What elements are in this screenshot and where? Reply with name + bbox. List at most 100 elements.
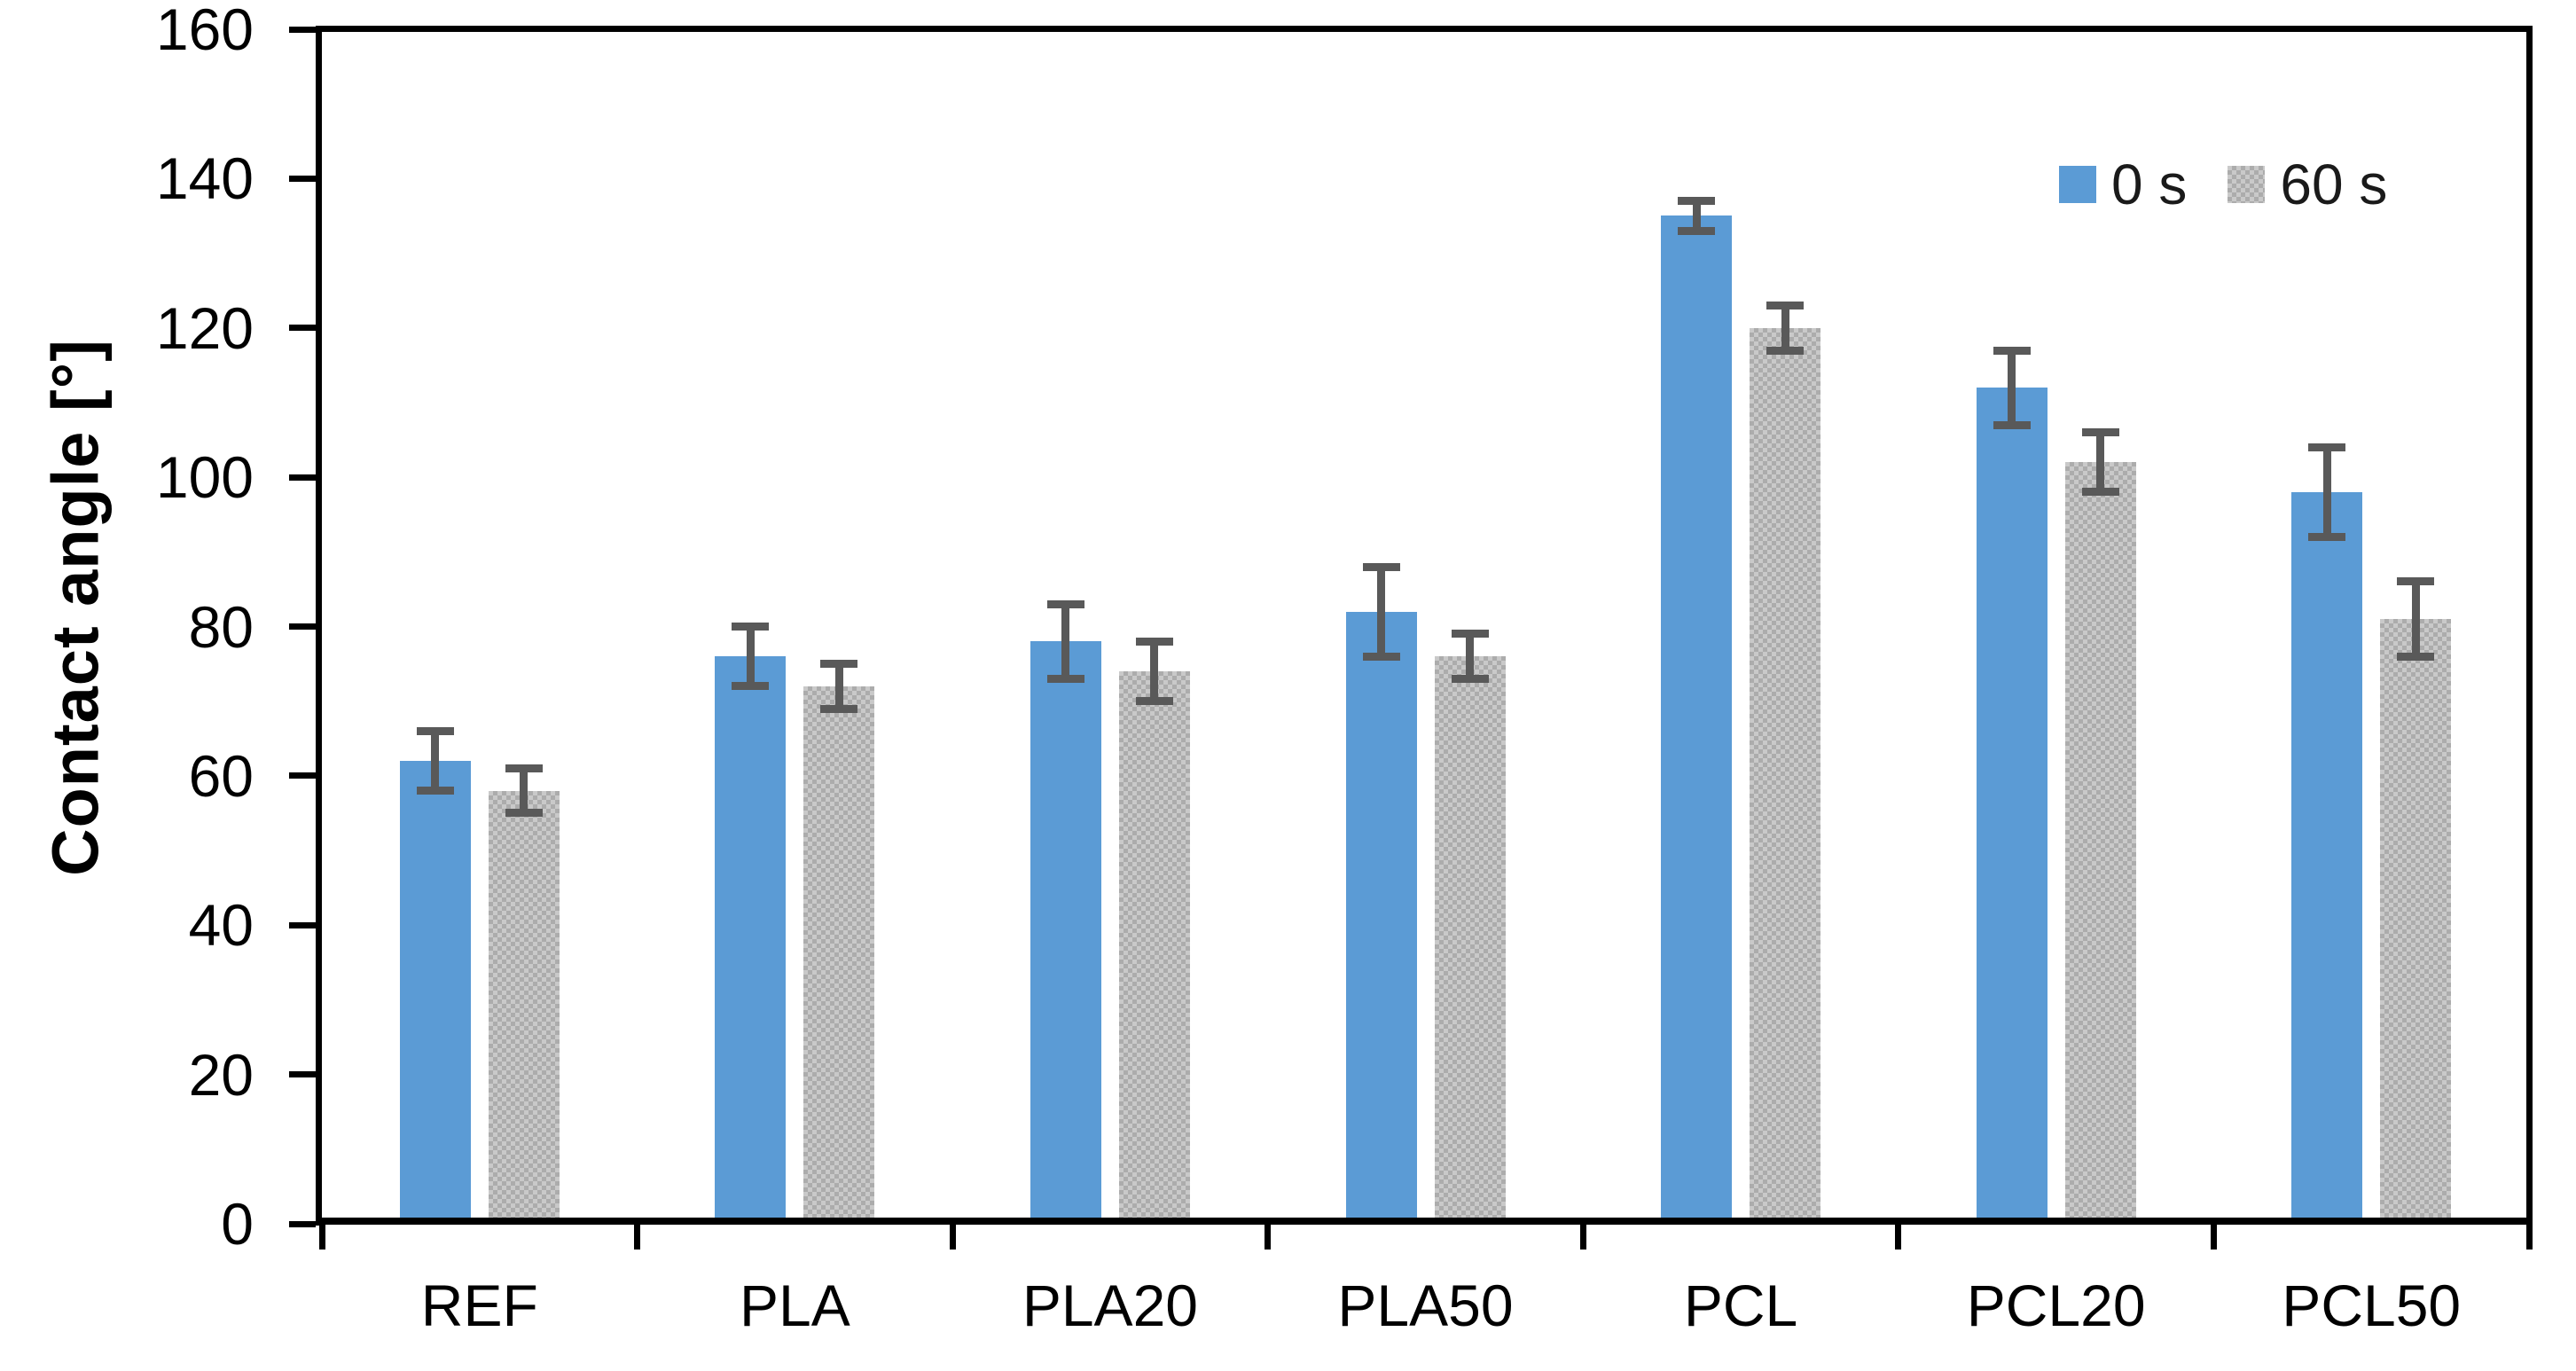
y-tick-label-40: 40 [188,892,254,959]
error-bar-cap-top-PLA-0s [732,623,770,631]
bar-60s-PLA [803,686,875,1224]
bar-60s-PCL [1750,327,1821,1224]
legend-item-0s: 0 s [2059,156,2187,213]
bar-60s-PCL20 [2064,462,2136,1224]
bar-0s-PLA50 [1345,611,1417,1224]
error-bar-cap-bottom-PCL-60s [1766,346,1805,355]
error-bar-cap-top-PLA50-60s [1451,630,1489,638]
error-bar-stem-PLA50-60s [1466,633,1474,679]
y-tick [289,1220,316,1227]
x-tick [1895,1225,1902,1250]
y-tick-label-80: 80 [188,593,254,660]
error-bar-cap-top-PCL20-0s [1993,346,2031,355]
x-tick [949,1225,956,1250]
y-tick-label-120: 120 [155,294,254,361]
error-bar-cap-bottom-PCL-0s [1678,226,1716,235]
plot-border-top [316,26,2533,32]
y-tick-label-140: 140 [155,145,254,212]
x-tick [634,1225,641,1250]
error-bar-cap-bottom-REF-0s [416,787,454,795]
bar-0s-PCL20 [1976,388,2047,1224]
bar-0s-PCL50 [2291,491,2363,1224]
error-bar-cap-bottom-PLA-60s [820,704,858,713]
bar-0s-PLA [715,656,787,1224]
error-bar-stem-PLA50-0s [1377,567,1385,657]
error-bar-cap-top-PCL50-60s [2397,577,2435,586]
error-bar-cap-bottom-PLA50-0s [1362,652,1400,661]
legend-label-60s: 60 s [2280,153,2388,216]
y-tick [289,325,316,332]
plot-border-right [2526,26,2533,1226]
error-bar-stem-PCL20-0s [2008,350,2016,426]
y-tick [289,623,316,630]
bar-60s-PLA50 [1434,656,1506,1224]
y-tick-label-100: 100 [155,444,254,511]
y-tick-label-0: 0 [221,1191,254,1257]
y-tick [289,772,316,780]
error-bar-stem-REF-0s [431,731,440,791]
x-category-label-PCL: PCL [1683,1273,1798,1338]
error-bar-cap-bottom-PLA-0s [732,682,770,691]
legend-swatch-60s-icon [2228,166,2266,203]
x-tick [318,1225,325,1250]
error-bar-cap-bottom-PCL50-0s [2308,532,2346,541]
bar-60s-REF [488,790,560,1224]
error-bar-stem-PLA-0s [746,626,755,686]
axis-x-bottom [316,1218,2533,1225]
y-tick [289,921,316,928]
y-tick-label-20: 20 [188,1041,254,1108]
bar-0s-PCL [1661,215,1733,1224]
error-bar-cap-bottom-PLA20-60s [1135,697,1173,706]
error-bar-cap-top-REF-0s [416,726,454,735]
y-tick [289,1071,316,1078]
bar-60s-PLA20 [1118,671,1190,1224]
error-bar-cap-bottom-PLA50-60s [1451,674,1489,683]
error-bar-cap-top-PCL50-0s [2308,443,2346,451]
error-bar-stem-REF-60s [520,768,529,813]
error-bar-cap-top-PCL20-60s [2081,428,2119,437]
error-bar-cap-top-PLA-60s [820,660,858,669]
error-bar-cap-bottom-REF-60s [505,809,543,818]
x-category-label-PLA50: PLA50 [1337,1273,1514,1338]
error-bar-stem-PCL20-60s [2096,432,2105,492]
bar-60s-PCL50 [2380,619,2452,1224]
x-category-label-REF: REF [420,1273,538,1338]
legend-label-0s: 0 s [2111,153,2188,216]
axis-y-left [316,26,322,1226]
error-bar-stem-PLA-60s [834,663,843,709]
error-bar-stem-PLA20-0s [1061,604,1070,679]
error-bar-stem-PCL50-0s [2322,447,2331,537]
error-bar-cap-bottom-PCL20-60s [2081,488,2119,497]
bar-0s-REF [399,761,471,1224]
error-bar-cap-top-PLA50-0s [1362,562,1400,571]
legend-swatch-0s-icon [2059,166,2096,203]
error-bar-cap-bottom-PLA20-0s [1046,674,1084,683]
y-tick [289,26,316,33]
legend: 0 s 60 s [2059,156,2387,213]
x-tick [1265,1225,1272,1250]
error-bar-stem-PCL50-60s [2411,581,2420,657]
x-category-label-PLA: PLA [739,1273,850,1338]
x-tick [2525,1225,2533,1250]
x-category-label-PCL50: PCL50 [2282,1273,2462,1338]
x-category-label-PLA20: PLA20 [1022,1273,1198,1338]
error-bar-stem-PCL-0s [1692,200,1701,231]
error-bar-cap-top-PLA20-60s [1135,637,1173,646]
x-category-label-PCL20: PCL20 [1966,1273,2146,1338]
y-tick-label-60: 60 [188,742,254,809]
error-bar-stem-PCL-60s [1781,305,1789,350]
y-tick-label-160: 160 [155,0,254,62]
error-bar-cap-bottom-PCL20-0s [1993,420,2031,429]
error-bar-cap-top-PCL-60s [1766,301,1805,309]
error-bar-cap-top-PCL-0s [1678,197,1716,206]
y-tick [289,474,316,481]
y-tick [289,175,316,182]
error-bar-stem-PLA20-60s [1150,641,1159,701]
x-tick [1579,1225,1586,1250]
error-bar-cap-top-PLA20-0s [1046,599,1084,608]
x-tick [2210,1225,2217,1250]
error-bar-cap-bottom-PCL50-60s [2397,652,2435,661]
legend-item-60s: 60 s [2228,156,2387,213]
bar-0s-PLA20 [1030,641,1101,1224]
